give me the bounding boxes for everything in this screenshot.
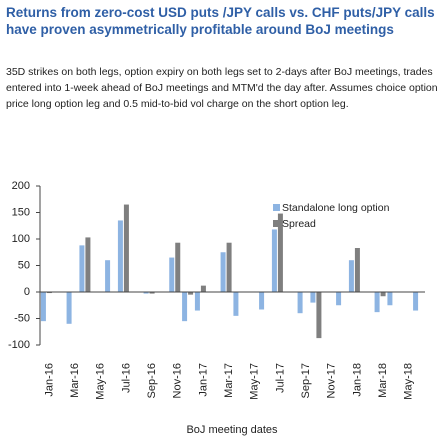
legend-label: Standalone long option (282, 202, 390, 214)
y-tick-label: 150 (12, 206, 30, 218)
x-tick-label: Jan-16 (43, 363, 55, 397)
y-tick-label: 0 (24, 286, 30, 298)
x-tick-label: Sep-17 (300, 363, 312, 398)
x-tick-label: Sep-16 (146, 363, 158, 398)
bar (188, 292, 194, 295)
bar (374, 292, 380, 313)
bar (85, 237, 91, 292)
bar (194, 292, 200, 311)
x-tick-label: Jul-17 (274, 363, 286, 393)
x-tick-label: May-18 (403, 363, 415, 400)
bar (46, 292, 52, 294)
x-tick-label: May-17 (249, 363, 261, 400)
x-axis-label: BoJ meeting dates (186, 424, 278, 436)
chart: -100 -50 0 50 100 150 200 Jan-16 Mar-16 May-16 Jul… (8, 180, 425, 436)
y-tick-label: -100 (8, 339, 30, 351)
bar (226, 242, 232, 292)
bar (143, 292, 149, 294)
bar (175, 242, 181, 292)
y-tick-label: 100 (12, 233, 30, 245)
y-tick-label: 50 (18, 259, 30, 271)
bar (354, 248, 360, 292)
bar (40, 292, 46, 322)
bar (271, 229, 277, 292)
legend-swatch (273, 204, 280, 211)
x-tick-label: Nov-16 (172, 363, 184, 398)
bar (79, 245, 85, 292)
x-tick-label: May-16 (95, 363, 107, 400)
bar (123, 204, 129, 292)
bar (277, 213, 283, 292)
bar (348, 260, 354, 292)
bar (200, 285, 206, 292)
bar (310, 292, 316, 303)
bar (169, 257, 175, 292)
bar (380, 292, 386, 297)
y-tick-label: -50 (14, 312, 30, 324)
x-tick-label: Mar-16 (69, 363, 81, 398)
bar (387, 292, 393, 306)
x-tick-label: Jan-18 (351, 363, 363, 397)
bar (220, 252, 226, 292)
bar (149, 292, 155, 294)
bar (182, 292, 188, 322)
x-tick-label: Jan-17 (197, 363, 209, 397)
chart-title: Returns from zero-cost USD puts /JPY cal… (6, 5, 435, 37)
bar (105, 260, 111, 292)
legend-label: Spread (282, 218, 316, 230)
bar (259, 292, 265, 310)
bar (117, 220, 123, 292)
x-tick-label: Mar-18 (377, 363, 389, 398)
x-tick-label: Mar-17 (223, 363, 235, 398)
bar (66, 292, 72, 324)
x-tick-label: Jul-16 (120, 363, 132, 393)
bar (336, 292, 342, 306)
bar (297, 292, 303, 314)
y-tick-label: 200 (12, 180, 30, 192)
x-tick-label: Nov-17 (326, 363, 338, 398)
bar (233, 292, 239, 316)
chart-subtitle: 35D strikes on both legs, option expiry … (6, 66, 438, 110)
bar (413, 292, 419, 311)
bar (316, 292, 322, 339)
legend-swatch (273, 220, 280, 227)
